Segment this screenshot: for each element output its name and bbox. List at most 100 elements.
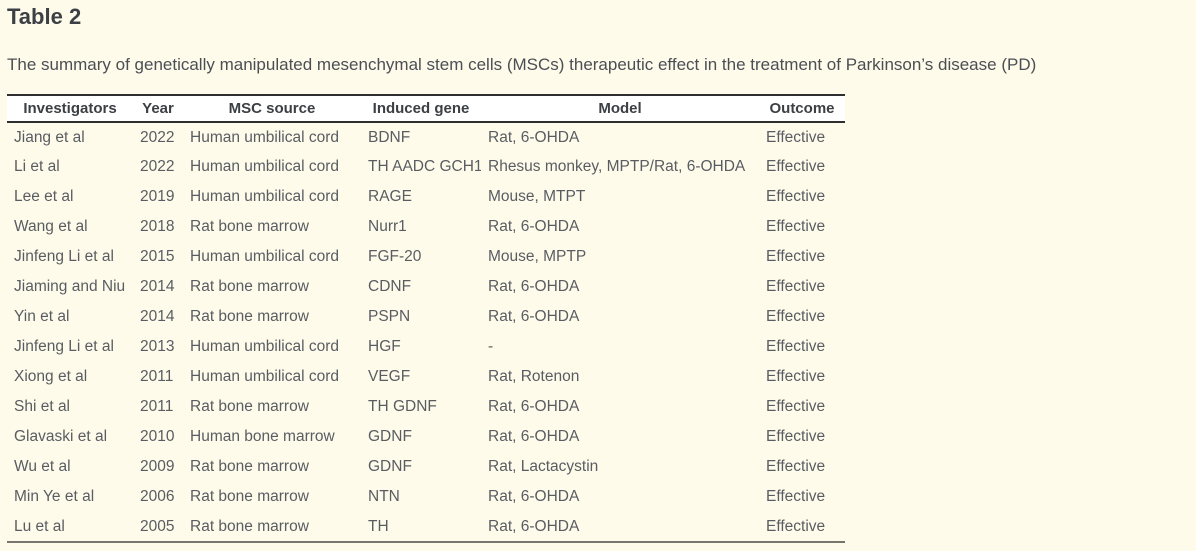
table-row: Jiaming and Niu 2014 Rat bone marrow CDN… — [7, 272, 845, 302]
cell-induced-gene: TH — [368, 517, 389, 535]
cell-msc-source: Human bone marrow — [190, 428, 335, 445]
column-header-induced-gene: Induced gene — [372, 100, 470, 117]
cell-induced-gene: TH GDNF — [368, 398, 437, 415]
cell-model: Rat, 6-OHDA — [488, 218, 580, 235]
cell-msc-source: Human umbilical cord — [190, 128, 340, 146]
cell-msc-source: Rat bone marrow — [190, 398, 309, 415]
cell-model: Mouse, MPTP — [488, 248, 587, 265]
cell-investigators: Wang et al — [14, 218, 88, 235]
cell-induced-gene: RAGE — [368, 188, 412, 205]
cell-outcome: Effective — [766, 128, 826, 146]
cell-outcome: Effective — [766, 308, 826, 325]
cell-induced-gene: VEGF — [368, 368, 411, 385]
cell-investigators: Jiaming and Niu — [14, 278, 126, 295]
cell-msc-source: Human umbilical cord — [190, 158, 340, 175]
cell-induced-gene: BDNF — [368, 128, 411, 146]
cell-msc-source: Rat bone marrow — [190, 218, 309, 235]
cell-outcome: Effective — [766, 428, 826, 445]
table-row: Min Ye et al 2006 Rat bone marrow NTN Ra… — [7, 482, 845, 512]
cell-year: 2022 — [140, 128, 175, 146]
cell-msc-source: Rat bone marrow — [190, 278, 309, 295]
column-header-msc-source: MSC source — [228, 100, 316, 117]
cell-model: Rat, 6-OHDA — [488, 428, 580, 445]
cell-msc-source: Human umbilical cord — [190, 338, 340, 355]
column-header-year: Year — [142, 100, 174, 117]
cell-model: Rat, 6-OHDA — [488, 308, 580, 325]
cell-model: Rat, 6-OHDA — [488, 278, 580, 295]
cell-investigators: Jiang et al — [14, 128, 85, 146]
cell-msc-source: Human umbilical cord — [190, 368, 340, 385]
cell-investigators: Li et al — [14, 158, 60, 175]
table-row: Li et al 2022 Human umbilical cord TH AA… — [7, 152, 845, 182]
cell-year: 2006 — [140, 488, 175, 505]
cell-msc-source: Human umbilical cord — [190, 188, 340, 205]
summary-table: Investigators Year MSC source Induced ge… — [7, 94, 845, 543]
cell-year: 2005 — [140, 517, 175, 535]
cell-year: 2015 — [140, 248, 175, 265]
cell-induced-gene: HGF — [368, 338, 401, 355]
table-row: Xiong et al 2011 Human umbilical cord VE… — [7, 362, 845, 392]
cell-outcome: Effective — [766, 338, 826, 355]
cell-msc-source: Human umbilical cord — [190, 248, 340, 265]
cell-investigators: Min Ye et al — [14, 488, 95, 505]
cell-induced-gene: FGF-20 — [368, 248, 422, 265]
cell-model: Rat, Lactacystin — [488, 458, 599, 475]
table-row: Yin et al 2014 Rat bone marrow PSPN Rat,… — [7, 302, 845, 332]
cell-model: Rhesus monkey, MPTP/Rat, 6-OHDA — [488, 158, 746, 175]
cell-induced-gene: PSPN — [368, 308, 411, 325]
column-header-model: Model — [598, 100, 642, 117]
cell-year: 2013 — [140, 338, 175, 355]
cell-outcome: Effective — [766, 517, 826, 535]
cell-msc-source: Rat bone marrow — [190, 458, 309, 475]
cell-model: Rat, 6-OHDA — [488, 128, 580, 146]
table-title: Table 2 — [7, 4, 82, 29]
cell-model: Rat, Rotenon — [488, 368, 580, 385]
cell-outcome: Effective — [766, 368, 826, 385]
cell-year: 2014 — [140, 308, 175, 325]
cell-induced-gene: GDNF — [368, 458, 412, 475]
cell-investigators: Jinfeng Li et al — [14, 338, 114, 355]
table-row: Lee et al 2019 Human umbilical cord RAGE… — [7, 182, 845, 212]
cell-model: - — [488, 338, 494, 355]
cell-year: 2010 — [140, 428, 175, 445]
cell-investigators: Lu et al — [14, 517, 65, 535]
table-row: Wang et al 2018 Rat bone marrow Nurr1 Ra… — [7, 212, 845, 242]
cell-msc-source: Rat bone marrow — [190, 517, 309, 535]
cell-year: 2014 — [140, 278, 175, 295]
cell-investigators: Wu et al — [14, 458, 71, 475]
table-row: Jinfeng Li et al 2015 Human umbilical co… — [7, 242, 845, 272]
cell-msc-source: Rat bone marrow — [190, 308, 309, 325]
table-row: Jinfeng Li et al 2013 Human umbilical co… — [7, 332, 845, 362]
header-row: Investigators Year MSC source Induced ge… — [7, 95, 845, 122]
cell-investigators: Xiong et al — [14, 368, 88, 385]
cell-investigators: Shi et al — [14, 398, 71, 415]
cell-investigators: Lee et al — [14, 188, 74, 205]
cell-outcome: Effective — [766, 158, 826, 175]
cell-outcome: Effective — [766, 218, 826, 235]
cell-outcome: Effective — [766, 458, 826, 475]
cell-year: 2018 — [140, 218, 175, 235]
cell-outcome: Effective — [766, 278, 826, 295]
cell-model: Rat, 6-OHDA — [488, 488, 580, 505]
cell-induced-gene: CDNF — [368, 278, 412, 295]
cell-induced-gene: NTN — [368, 488, 400, 505]
cell-induced-gene: TH AADC GCH1 — [368, 158, 481, 175]
cell-model: Rat, 6-OHDA — [488, 398, 580, 415]
cell-year: 2011 — [140, 398, 174, 415]
column-header-investigators: Investigators — [23, 100, 117, 117]
cell-induced-gene: GDNF — [368, 428, 412, 445]
cell-model: Rat, 6-OHDA — [488, 517, 580, 535]
column-header-outcome: Outcome — [769, 100, 835, 117]
cell-outcome: Effective — [766, 188, 826, 205]
cell-outcome: Effective — [766, 398, 826, 415]
cell-outcome: Effective — [766, 248, 826, 265]
cell-investigators: Yin et al — [14, 308, 70, 325]
cell-outcome: Effective — [766, 488, 826, 505]
cell-investigators: Glavaski et al — [14, 428, 108, 445]
cell-investigators: Jinfeng Li et al — [14, 248, 114, 265]
cell-induced-gene: Nurr1 — [368, 218, 407, 235]
table-row: Glavaski et al 2010 Human bone marrow GD… — [7, 422, 845, 452]
cell-year: 2022 — [140, 158, 175, 175]
table-row: Jiang et al 2022 Human umbilical cord BD… — [7, 122, 845, 152]
cell-model: Mouse, MTPT — [488, 188, 586, 205]
